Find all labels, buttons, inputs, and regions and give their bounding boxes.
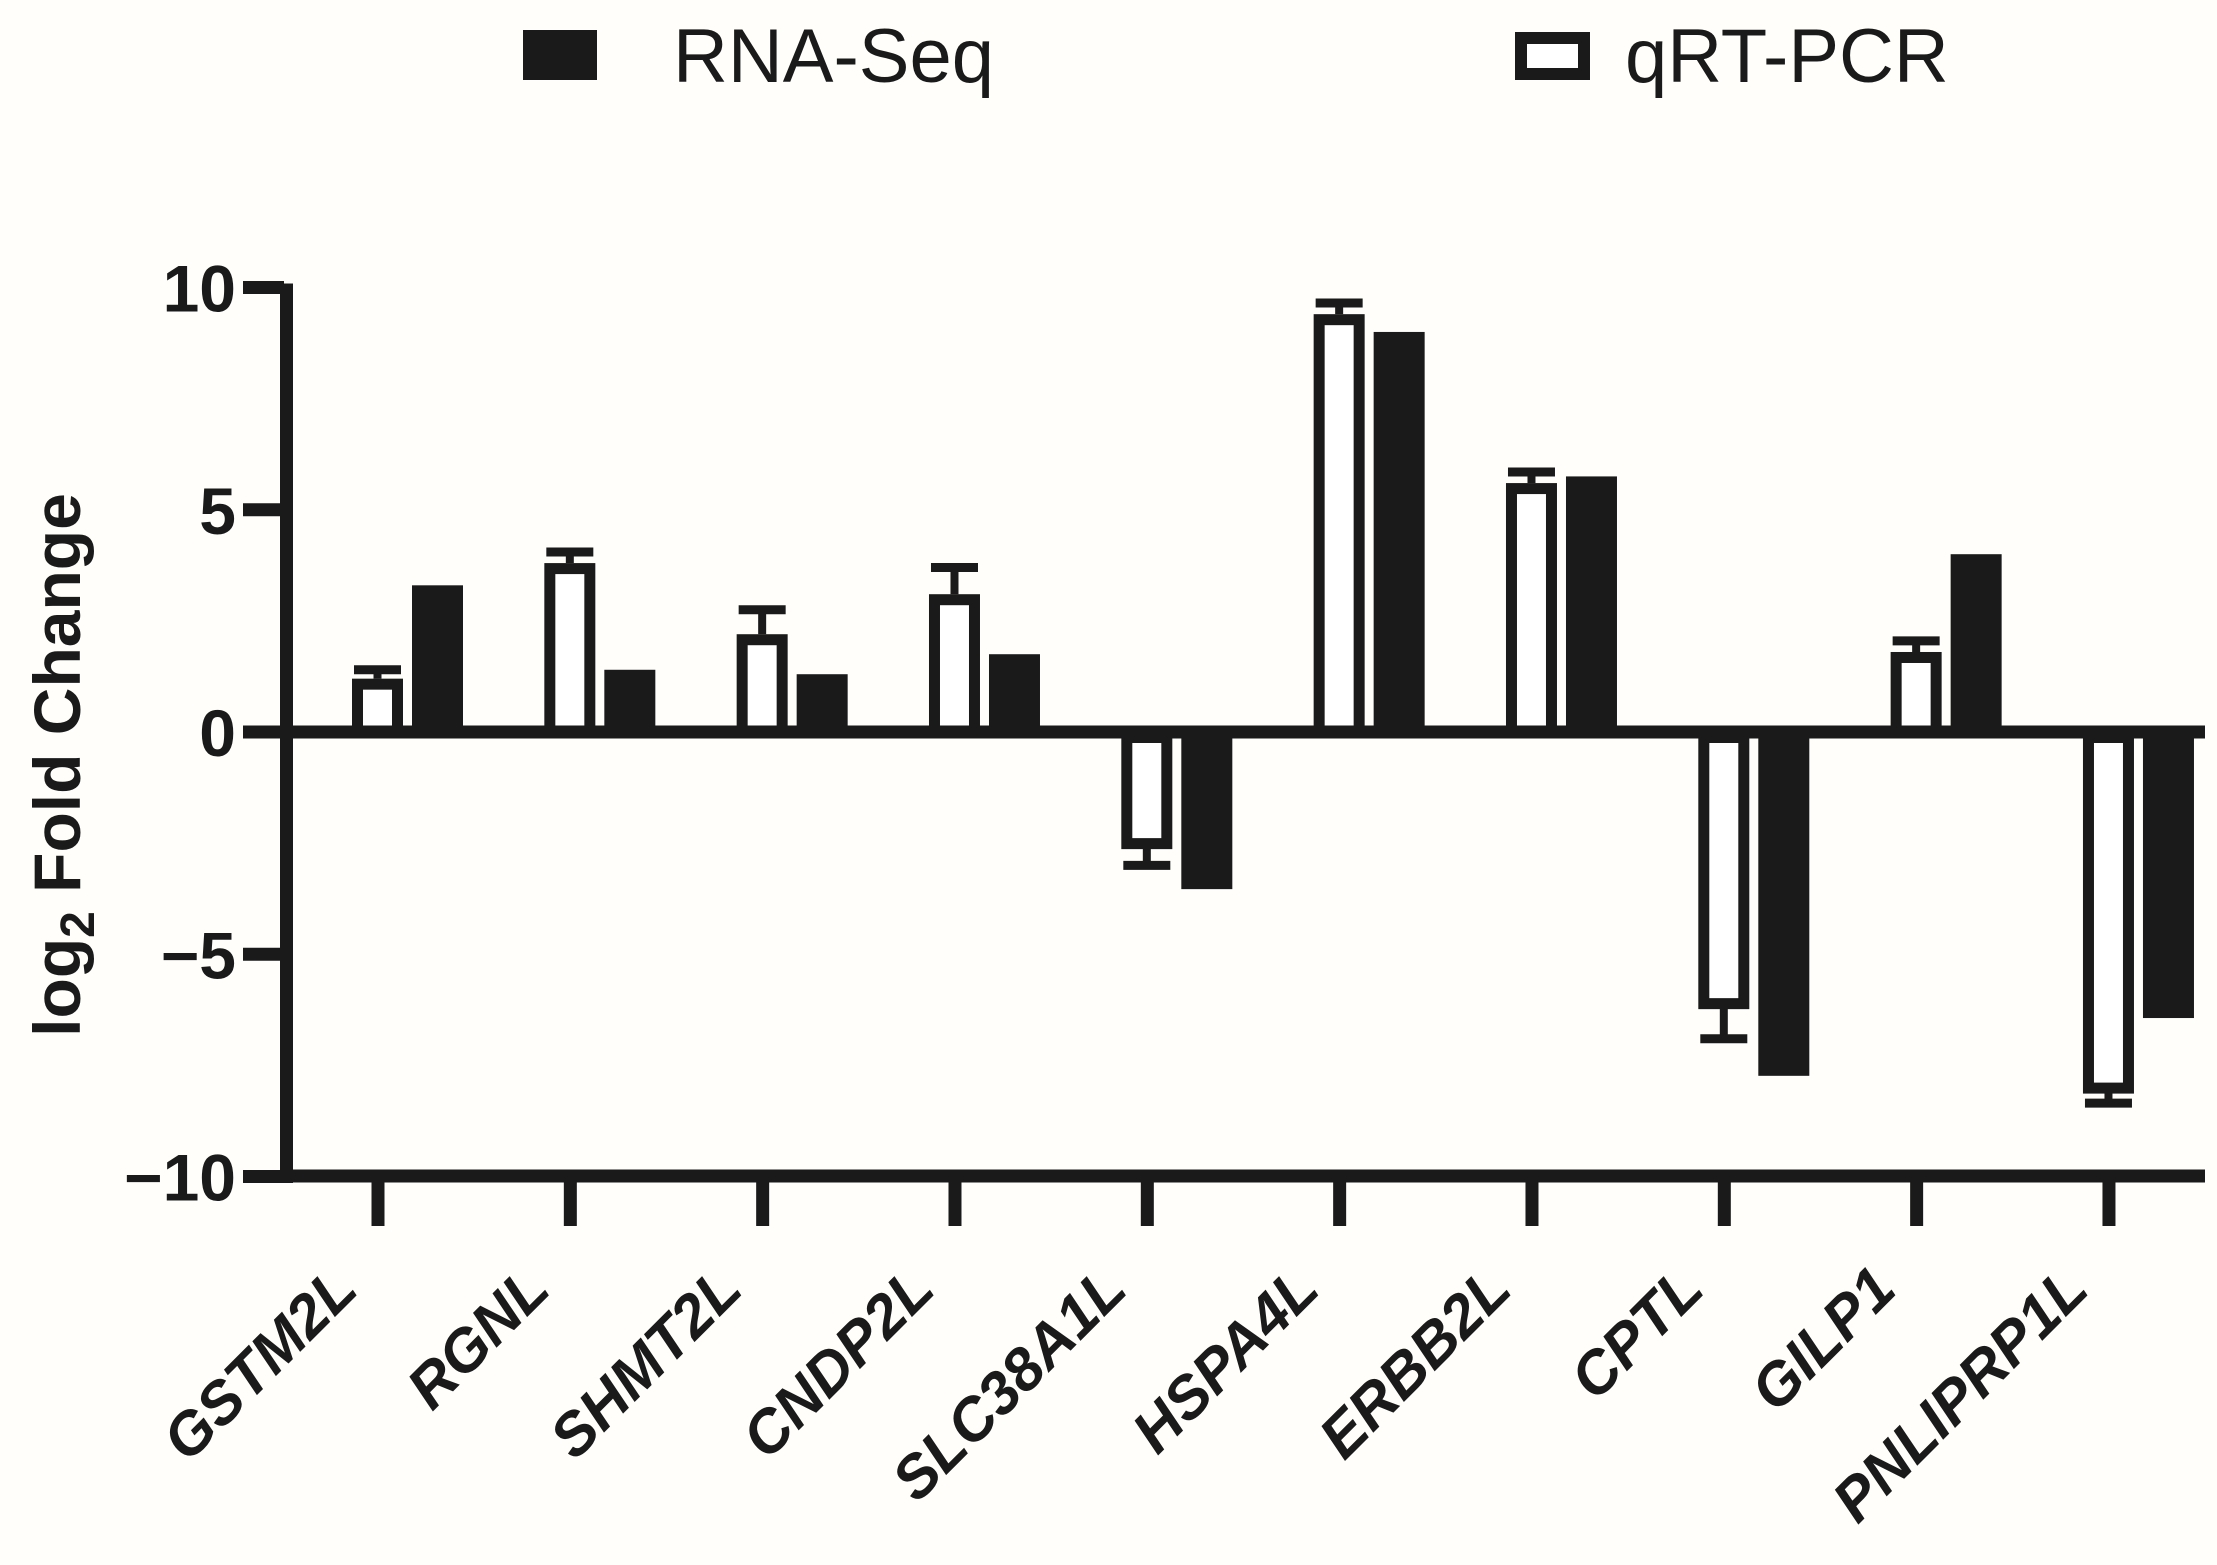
- legend-layer: RNA-Seq qRT-PCR: [523, 14, 1949, 99]
- y-tick-10: [243, 281, 284, 294]
- bar-qrt-pcr-GSTM2L: [352, 678, 403, 738]
- y-tick-label--5: −5: [161, 918, 236, 992]
- x-tick-HSPA4L: [1333, 1182, 1347, 1226]
- y-tick--5: [243, 947, 284, 961]
- x-tick-GSTM2L: [371, 1182, 385, 1226]
- bar-rna-seq-PNLIPRP1L: [2142, 732, 2194, 1019]
- gene-label-ERBB2L: ERBB2L: [1306, 1254, 1523, 1471]
- bars-layer: [352, 298, 2194, 1108]
- gene-label-GSTM2L: GSTM2L: [150, 1254, 369, 1473]
- bar-rna-seq-CPTL: [1758, 732, 1810, 1076]
- y-tick-label--10: −10: [124, 1141, 236, 1215]
- y-tick-label-5: 5: [199, 474, 236, 548]
- x-tick-RGNL: [563, 1182, 577, 1226]
- bar-qrt-pcr-GILP1: [1890, 651, 1942, 738]
- y-axis-title: log2 Fold Change: [20, 493, 105, 1037]
- gene-label-SHMT2L: SHMT2L: [537, 1254, 754, 1471]
- gene-label-GILP1: GILP1: [1738, 1254, 1908, 1424]
- bar-qrt-pcr-RGNL: [544, 563, 596, 739]
- legend-label-rna-seq: RNA-Seq: [673, 14, 994, 99]
- bar-qrt-pcr-ERBB2L: [1505, 483, 1557, 738]
- bar-qrt-pcr-SHMT2L: [736, 634, 788, 739]
- y-tick-label-0: 0: [199, 696, 236, 770]
- x-tick-SHMT2L: [756, 1182, 770, 1226]
- bar-qrt-pcr-CPTL: [1698, 732, 1750, 1010]
- x-tick-ERBB2L: [1525, 1182, 1539, 1226]
- zero-line: [280, 725, 2205, 739]
- x-tick-CNDP2L: [948, 1182, 962, 1226]
- bar-rna-seq-GILP1: [1950, 554, 2002, 738]
- x-axis-line: [280, 1169, 2205, 1183]
- bar-qrt-pcr-CNDP2L: [928, 594, 980, 739]
- x-tick-GILP1: [1910, 1182, 1924, 1226]
- bar-rna-seq-HSPA4L: [1373, 331, 1425, 738]
- gene-label-HSPA4L: HSPA4L: [1119, 1254, 1331, 1466]
- legend-swatch-qrt-pcr: [1515, 32, 1590, 80]
- legend-label-qrt-pcr: qRT-PCR: [1625, 14, 1949, 99]
- gene-label-CPTL: CPTL: [1557, 1254, 1715, 1412]
- bar-rna-seq-ERBB2L: [1565, 476, 1617, 738]
- x-tick-CPTL: [1717, 1182, 1731, 1226]
- bar-rna-seq-CNDP2L: [988, 654, 1040, 738]
- x-tick-PNLIPRP1L: [2102, 1182, 2116, 1226]
- y-tick-0: [243, 725, 284, 739]
- bar-rna-seq-SLC38A1L: [1181, 732, 1233, 890]
- axes-layer: [243, 281, 2205, 1226]
- bar-qrt-pcr-SLC38A1L: [1121, 732, 1173, 850]
- bar-qrt-pcr-PNLIPRP1L: [2082, 732, 2134, 1094]
- bar-qrt-pcr-HSPA4L: [1313, 314, 1365, 738]
- y-tick-5: [243, 503, 284, 517]
- gene-label-RGNL: RGNL: [394, 1254, 562, 1422]
- y-tick--10: [243, 1170, 284, 1183]
- y-tick-label-10: 10: [163, 252, 236, 326]
- bar-rna-seq-GSTM2L: [412, 585, 463, 738]
- legend-swatch-rna-seq: [523, 30, 597, 80]
- x-tick-SLC38A1L: [1140, 1182, 1154, 1226]
